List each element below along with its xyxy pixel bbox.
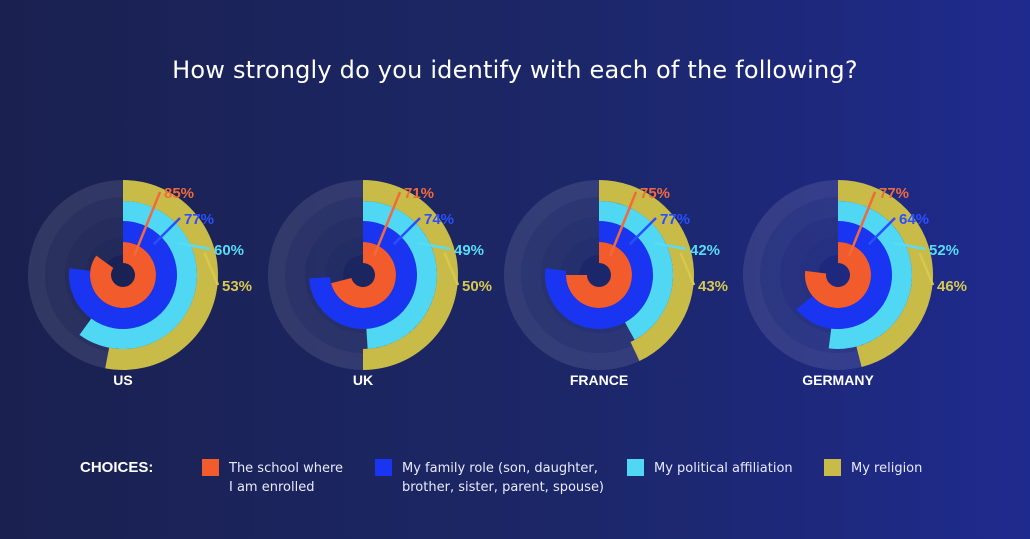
legend-item-school: The school where I am enrolled [202, 459, 343, 497]
data-label-france-political: 42% [690, 242, 720, 259]
legend-label-family: My family role (son, daughter, brother, … [402, 459, 604, 497]
arc-france-school [566, 242, 632, 308]
leader-line-germany-political [893, 241, 926, 251]
leader-line-uk-religion [443, 252, 460, 286]
radial-chart-us: 85% 77%60% 53% US [28, 180, 252, 388]
leader-line-uk-political [418, 241, 451, 251]
leader-line-germany-school [848, 191, 877, 256]
leader-line-us-family [152, 217, 181, 246]
country-label-uk: UK [353, 372, 373, 388]
legend-label-school-line1: The school where [229, 461, 344, 476]
legend-label-political-line1: My political affiliation [654, 461, 793, 476]
data-label-germany-religion: 46% [937, 278, 967, 295]
arc-us-family [69, 221, 177, 329]
leader-line-france-political [654, 241, 687, 251]
legend-swatch-religion [824, 459, 841, 476]
leader-line-germany-family [867, 217, 896, 246]
data-label-uk-religion: 50% [462, 278, 492, 295]
arc-france-religion [599, 180, 695, 361]
arc-uk-family [309, 221, 418, 330]
data-label-uk-family: 74% [424, 211, 454, 228]
arc-germany-political [828, 201, 913, 349]
data-label-us-school: 85% [164, 185, 194, 202]
legend-label-family-line2: brother, sister, parent, spouse) [402, 480, 605, 495]
legend-item-family: My family role (son, daughter, brother, … [375, 459, 604, 497]
arc-us-political [79, 201, 198, 349]
arc-germany-family [796, 221, 892, 329]
leader-line-us-political [178, 241, 211, 251]
legend-swatch-family [375, 459, 392, 476]
data-label-us-religion: 53% [222, 278, 252, 295]
legend-label-school-line2: I am enrolled [229, 480, 315, 495]
arc-germany-school [804, 242, 871, 308]
leader-line-france-religion [679, 252, 696, 286]
legend-swatch-political [627, 459, 644, 476]
legend-item-political: My political affiliation [627, 459, 793, 478]
legend-label-religion: My religion [851, 459, 922, 478]
data-label-germany-school: 77% [879, 185, 909, 202]
country-label-germany: GERMANY [802, 372, 874, 388]
country-label-us: US [113, 372, 132, 388]
data-label-uk-school: 71% [404, 185, 434, 202]
arc-us-school [90, 242, 156, 309]
legend-item-religion: My religion [824, 459, 922, 478]
legend-label-school: The school where I am enrolled [229, 459, 343, 497]
data-label-france-religion: 43% [698, 278, 728, 295]
chart-title: How strongly do you identify with each o… [172, 56, 858, 84]
radial-chart-france: 75% 77%42% 43% FRANCE [504, 180, 728, 388]
country-label-france: FRANCE [570, 372, 628, 388]
leader-line-france-family [628, 217, 657, 246]
data-label-germany-family: 64% [899, 211, 929, 228]
leader-line-uk-school [373, 191, 402, 256]
leader-line-france-school [609, 191, 638, 256]
arc-uk-religion [363, 180, 458, 370]
leader-line-us-school [133, 191, 162, 256]
legend-label-political: My political affiliation [654, 459, 793, 478]
data-label-uk-political: 49% [454, 242, 484, 259]
data-label-us-family: 77% [184, 211, 214, 228]
arc-uk-school [331, 242, 396, 309]
radial-chart-germany: 77% 64%52% 46% GERMANY [743, 180, 967, 388]
leader-line-uk-family [392, 217, 421, 246]
data-label-us-political: 60% [214, 242, 244, 259]
leader-line-germany-religion [918, 252, 935, 286]
legend-swatch-school [202, 459, 219, 476]
arc-germany-religion [838, 180, 934, 368]
legend-title: CHOICES: [80, 459, 154, 476]
arc-uk-political [363, 201, 437, 349]
data-label-france-school: 75% [640, 185, 670, 202]
data-label-france-family: 77% [660, 211, 690, 228]
arc-france-political [599, 201, 673, 340]
radial-chart-uk: 71% 74%49% 50% UK [268, 180, 492, 388]
arc-us-religion [105, 180, 218, 370]
data-label-germany-political: 52% [929, 242, 959, 259]
legend-label-religion-line1: My religion [851, 461, 923, 476]
leader-line-us-religion [203, 252, 220, 286]
arc-france-family [544, 221, 653, 329]
legend-label-family-line1: My family role (son, daughter, [402, 461, 598, 476]
